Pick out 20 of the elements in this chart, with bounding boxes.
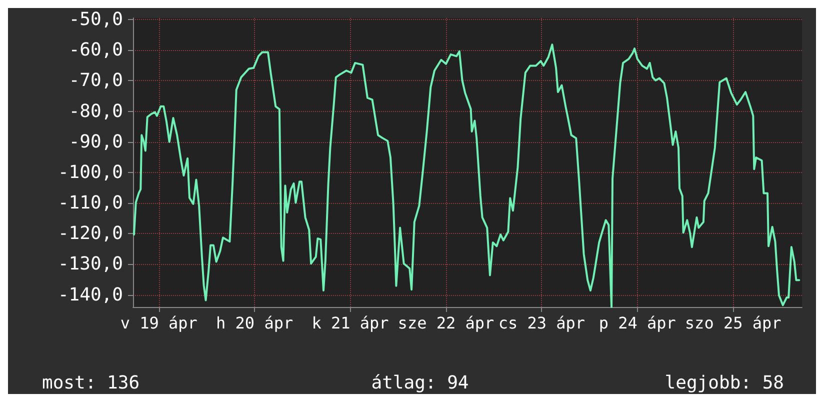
x-tick-label: szo 25 ápr bbox=[684, 314, 782, 332]
x-tick-label: p 24 ápr bbox=[598, 314, 676, 332]
x-tick-label: sze 22 ápr bbox=[398, 314, 494, 332]
x-tick-label: h 20 ápr bbox=[216, 314, 294, 332]
text: átlag: 94 bbox=[371, 372, 469, 394]
y-tick-label: -100,0 bbox=[58, 162, 123, 183]
y-tick-label: -60,0 bbox=[68, 40, 123, 61]
text: most: 136 bbox=[42, 372, 140, 394]
text: legjobb: 58 bbox=[664, 372, 784, 394]
y-tick-label: -130,0 bbox=[58, 254, 123, 275]
y-tick-label: -50,0 bbox=[68, 9, 123, 30]
y-tick-label: -110,0 bbox=[58, 192, 123, 214]
y-tick-label: -80,0 bbox=[68, 100, 123, 122]
x-tick-label: cs 23 ápr bbox=[498, 314, 586, 332]
x-tick-label: v 19 ápr bbox=[120, 314, 198, 332]
y-tick-label: -70,0 bbox=[68, 70, 123, 92]
x-tick-label: k 21 ápr bbox=[312, 314, 390, 332]
y-tick-label: -120,0 bbox=[58, 223, 123, 244]
y-tick-label: -90,0 bbox=[68, 131, 123, 152]
y-tick-label: -140,0 bbox=[58, 284, 123, 306]
